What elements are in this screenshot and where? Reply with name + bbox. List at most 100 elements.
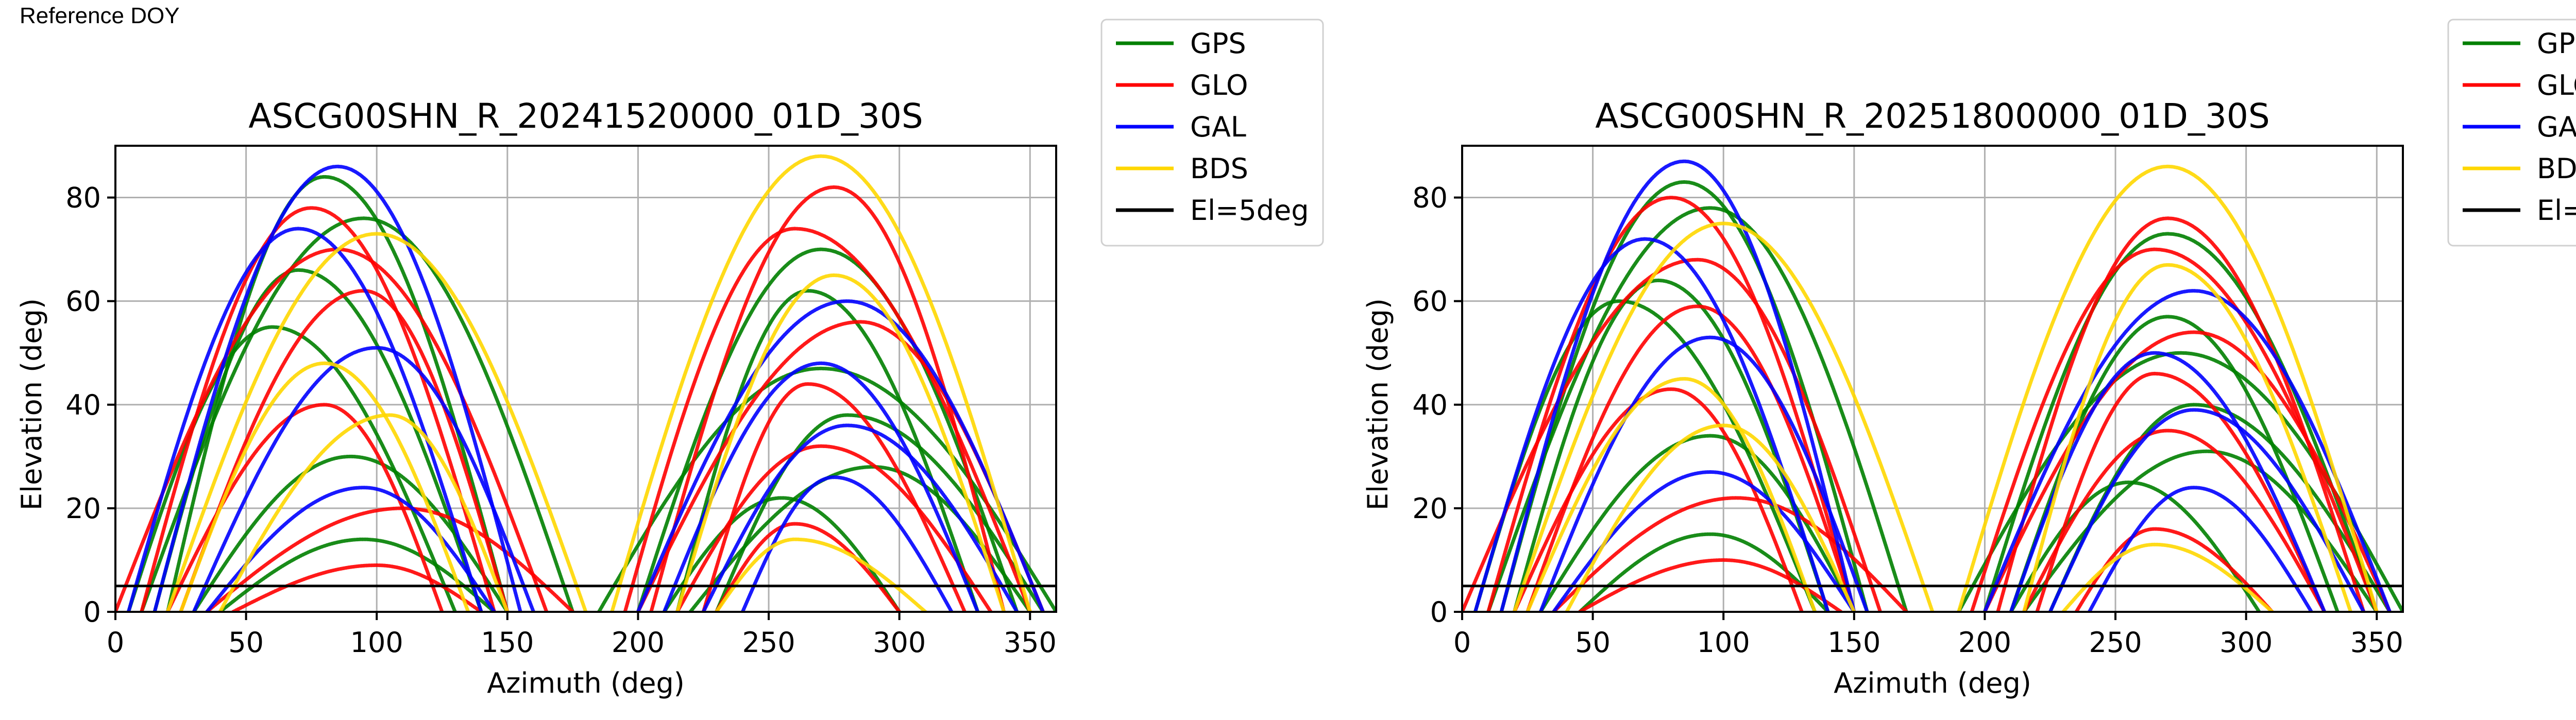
x-tick-label: 150 bbox=[1827, 626, 1880, 659]
figure-label: Reference DOY bbox=[20, 3, 180, 28]
chart-title: ASCG00SHN_R_20251800000_01D_30S bbox=[1595, 96, 2270, 136]
glo-track bbox=[1982, 330, 2392, 612]
legend-label: BDS bbox=[1190, 152, 1248, 185]
glo-track bbox=[1552, 496, 1908, 612]
bds-track bbox=[218, 413, 510, 612]
chart-title: ASCG00SHN_R_20241520000_01D_30S bbox=[248, 96, 923, 136]
bds-track bbox=[179, 361, 470, 612]
plot-frame bbox=[114, 145, 1057, 613]
glo-track bbox=[1512, 387, 1804, 612]
gps-track bbox=[636, 247, 1019, 612]
x-tick-label: 250 bbox=[742, 626, 795, 659]
glo-track bbox=[675, 444, 993, 612]
gal-track bbox=[1982, 289, 2392, 612]
y-tick-label: 0 bbox=[1430, 596, 1448, 628]
bds-track bbox=[2022, 263, 2353, 612]
x-tick-label: 0 bbox=[1453, 626, 1471, 659]
gps-track bbox=[1486, 206, 1908, 612]
y-axis-label: Elevation (deg) bbox=[1362, 298, 1394, 510]
x-tick-label: 100 bbox=[1697, 626, 1750, 659]
bds-track bbox=[1512, 221, 1935, 612]
gal-track bbox=[152, 164, 522, 612]
glo-track bbox=[1462, 258, 1883, 612]
gal-track bbox=[701, 423, 1019, 612]
legend-label: GLO bbox=[2537, 69, 2576, 101]
gal-track bbox=[2087, 486, 2313, 612]
x-axis-label: Azimuth (deg) bbox=[487, 667, 685, 699]
glo-track bbox=[715, 522, 902, 612]
bds-track bbox=[675, 273, 1006, 612]
y-tick-label: 40 bbox=[65, 389, 101, 421]
plot-frame bbox=[1461, 145, 2404, 613]
glo-track bbox=[1526, 304, 1856, 612]
chart-panel-1: ASCG00SHN_R_20241520000_01D_30S Azimuth … bbox=[15, 19, 1324, 699]
gps-track bbox=[165, 175, 510, 612]
gps-track bbox=[1512, 278, 1830, 612]
bds-track bbox=[2061, 542, 2274, 612]
x-axis-label: Azimuth (deg) bbox=[1834, 667, 2031, 699]
gps-track bbox=[2009, 481, 2261, 612]
x-tick-label: 50 bbox=[1575, 626, 1611, 659]
gal-track bbox=[126, 227, 483, 612]
y-tick-label: 20 bbox=[1412, 492, 1448, 525]
legend-label: GAL bbox=[2537, 111, 2576, 143]
y-axis-label: Elevation (deg) bbox=[15, 298, 48, 510]
y-tick-label: 40 bbox=[1412, 389, 1448, 421]
gps-track bbox=[1538, 434, 1856, 612]
glo-track bbox=[1996, 216, 2366, 612]
legend-label: GPS bbox=[2537, 27, 2576, 60]
glo-track bbox=[2022, 428, 2327, 612]
bds-track bbox=[165, 232, 588, 612]
gps-track bbox=[140, 216, 575, 612]
y-tick-label: 80 bbox=[65, 182, 101, 214]
y-tick-label: 80 bbox=[1412, 182, 1448, 214]
y-tick-label: 0 bbox=[83, 596, 101, 628]
legend-box bbox=[2447, 19, 2576, 247]
chart-panel-2: ASCG00SHN_R_20251800000_01D_30S Azimuth … bbox=[1362, 19, 2576, 699]
gal-track bbox=[636, 299, 1045, 612]
glo-track bbox=[701, 382, 967, 612]
y-tick-label: 60 bbox=[65, 285, 101, 318]
bds-track bbox=[1565, 423, 1856, 612]
x-tick-label: 300 bbox=[873, 626, 926, 659]
x-tick-label: 200 bbox=[612, 626, 665, 659]
x-tick-label: 300 bbox=[2219, 626, 2273, 659]
bds-track bbox=[1526, 376, 1817, 612]
gps-track bbox=[597, 366, 1056, 612]
bds-track bbox=[1957, 164, 2379, 612]
gps-track bbox=[152, 268, 483, 612]
x-tick-label: 100 bbox=[350, 626, 403, 659]
y-tick-label: 20 bbox=[65, 492, 101, 525]
x-tick-label: 250 bbox=[2089, 626, 2142, 659]
gal-track bbox=[1499, 159, 1856, 612]
gal-track bbox=[192, 346, 536, 612]
legend-label: El=5deg bbox=[1190, 194, 1309, 227]
glo-track bbox=[1970, 247, 2379, 612]
x-tick-label: 200 bbox=[1958, 626, 2011, 659]
gal-track bbox=[205, 486, 496, 612]
x-tick-label: 50 bbox=[228, 626, 264, 659]
bds-track bbox=[715, 537, 927, 612]
glo-track bbox=[231, 563, 483, 612]
x-tick-label: 350 bbox=[2350, 626, 2403, 659]
legend-box bbox=[1100, 19, 1324, 247]
legend-label: El=5deg bbox=[2537, 194, 2576, 227]
x-tick-label: 0 bbox=[107, 626, 124, 659]
x-tick-label: 150 bbox=[481, 626, 534, 659]
glo-track bbox=[623, 227, 1032, 612]
gal-track bbox=[2048, 408, 2366, 612]
x-tick-label: 350 bbox=[1004, 626, 1057, 659]
y-tick-label: 60 bbox=[1412, 285, 1448, 318]
gps-track bbox=[218, 537, 496, 612]
legend-label: GPS bbox=[1190, 27, 1246, 60]
glo-track bbox=[2035, 371, 2327, 612]
gal-track bbox=[1473, 237, 1830, 612]
legend-label: BDS bbox=[2537, 152, 2576, 185]
gps-track bbox=[662, 496, 902, 612]
gps-track bbox=[1982, 232, 2379, 612]
legend-label: GAL bbox=[1190, 111, 1246, 143]
legend-label: GLO bbox=[1190, 69, 1248, 101]
bds-track bbox=[610, 154, 1032, 612]
gal-track bbox=[1538, 335, 1869, 612]
